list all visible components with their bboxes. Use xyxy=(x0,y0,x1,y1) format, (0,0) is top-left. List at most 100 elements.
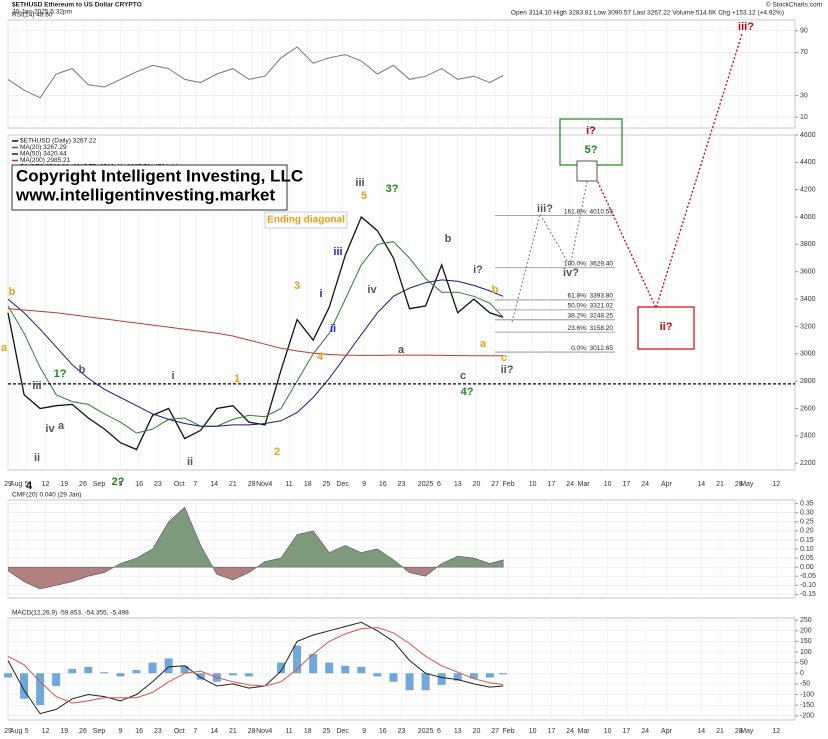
x-tick-label: 12 xyxy=(42,728,50,735)
y-tick-label: 150 xyxy=(800,638,812,645)
x-tick-label: 21 xyxy=(229,481,237,488)
histogram-bar xyxy=(4,673,12,678)
y-tick-label: 0.35 xyxy=(800,500,814,507)
histogram-bar xyxy=(293,645,302,674)
x-tick-label: Nov xyxy=(256,728,269,735)
copyright-box xyxy=(11,164,288,211)
series-line xyxy=(7,241,504,434)
x-tick-label: May xyxy=(740,728,754,735)
y-tick-label: 3800 xyxy=(800,241,816,248)
target-box-red xyxy=(637,306,695,350)
wave-label: ii? xyxy=(660,321,673,333)
series-line xyxy=(7,627,504,704)
histogram-bar xyxy=(277,662,286,674)
x-tick-label: 21 xyxy=(716,728,724,735)
y-tick-label: 0.25 xyxy=(800,519,814,526)
x-tick-label: 11 xyxy=(285,728,292,735)
x-tick-label: 16 xyxy=(135,728,143,735)
fib-label: 50.0%: 3321.02 xyxy=(567,303,613,310)
x-tick-label: 12 xyxy=(772,728,780,735)
x-tick-label: 26 xyxy=(79,481,87,488)
x-tick-label: Apr xyxy=(661,728,673,735)
wave-label: 2? xyxy=(112,476,125,488)
x-tick-label: 24 xyxy=(641,728,649,735)
x-tick-label: 17 xyxy=(622,728,630,735)
x-tick-label: 14 xyxy=(697,728,705,735)
histogram-bar xyxy=(52,673,61,686)
x-tick-label: 24 xyxy=(641,481,649,488)
wave-label: a xyxy=(480,338,487,350)
y-tick-label: 10 xyxy=(800,114,808,121)
x-tick-label: 24 xyxy=(566,481,574,488)
fib-label: 61.8%: 3393.80 xyxy=(567,293,613,300)
wave-label: iii xyxy=(32,380,41,392)
histogram-bar xyxy=(244,673,253,677)
x-tick-label: 23 xyxy=(154,728,162,735)
area-negative xyxy=(8,567,504,590)
y-tick-label: 3200 xyxy=(800,323,816,330)
histogram-bar xyxy=(373,673,382,677)
x-tick-label: Oct xyxy=(174,728,185,735)
y-tick-label: -0.15 xyxy=(800,591,816,598)
copyright-line: www.intelligentinvesting.market xyxy=(15,185,275,204)
x-tick-label: 17 xyxy=(548,728,556,735)
histogram-bar xyxy=(469,673,478,679)
y-tick-label: 0 xyxy=(800,670,804,677)
y-tick-label: -0.05 xyxy=(800,573,816,580)
x-tick-label: 6 xyxy=(437,728,441,735)
x-tick-label: 25 xyxy=(323,728,331,735)
projection-gray xyxy=(511,176,589,323)
x-tick-label: 23 xyxy=(398,728,406,735)
x-tick-label: 9 xyxy=(118,728,122,735)
histogram-bar xyxy=(341,665,350,674)
panel-title: RSI(14) 48.60 xyxy=(12,12,53,19)
y-tick-label: 4600 xyxy=(800,132,816,139)
x-tick-label: Sep xyxy=(93,728,106,735)
y-tick-label: 0.05 xyxy=(800,555,814,562)
fib-label: 38.2%: 3248.25 xyxy=(567,313,613,320)
wave-label: iii xyxy=(355,177,364,189)
wave-label: ii xyxy=(34,452,40,464)
x-tick-label: 17 xyxy=(548,481,556,488)
histogram-bar xyxy=(164,658,173,674)
wave-label: b xyxy=(492,284,499,296)
wave-label: 3? xyxy=(386,183,399,195)
histogram-bar xyxy=(100,672,109,674)
wave-label: i xyxy=(319,288,322,300)
wave-label: iii xyxy=(333,246,342,258)
x-tick-label: 10 xyxy=(529,728,537,735)
histogram-bar xyxy=(116,673,125,677)
y-tick-label: 2200 xyxy=(800,460,816,467)
x-tick-label: 16 xyxy=(379,728,387,735)
wave-label: 4 xyxy=(317,351,324,363)
y-tick-label: 2400 xyxy=(800,433,816,440)
histogram-bar xyxy=(132,670,141,674)
x-tick-label: 28 xyxy=(735,728,743,735)
histogram-bar xyxy=(389,673,398,682)
fib-label: 0.0%: 3012.65 xyxy=(571,345,613,352)
wave-label: 5 xyxy=(361,190,367,202)
x-tick-label: 14 xyxy=(210,481,218,488)
y-tick-label: 4000 xyxy=(800,214,816,221)
wave-label: 4? xyxy=(461,386,474,398)
x-tick-label: 21 xyxy=(229,728,237,735)
x-tick-label: 10 xyxy=(529,481,537,488)
x-tick-label: 18 xyxy=(304,728,312,735)
x-tick-label: 25 xyxy=(323,481,331,488)
legend-label: MA(200) 2985.21 xyxy=(20,157,71,164)
x-tick-label: 26 xyxy=(79,728,87,735)
wave-label: a xyxy=(398,344,405,356)
x-tick-label: 16 xyxy=(135,481,143,488)
y-tick-label: 4400 xyxy=(800,159,816,166)
target-box-gray xyxy=(576,160,598,182)
x-tick-label: 19 xyxy=(60,728,68,735)
x-tick-label: May xyxy=(740,481,754,488)
x-tick-label: 28 xyxy=(248,728,256,735)
x-tick-label: 24 xyxy=(566,728,574,735)
series-line xyxy=(7,279,504,427)
series-line xyxy=(7,621,504,715)
y-tick-label: 2800 xyxy=(800,378,816,385)
